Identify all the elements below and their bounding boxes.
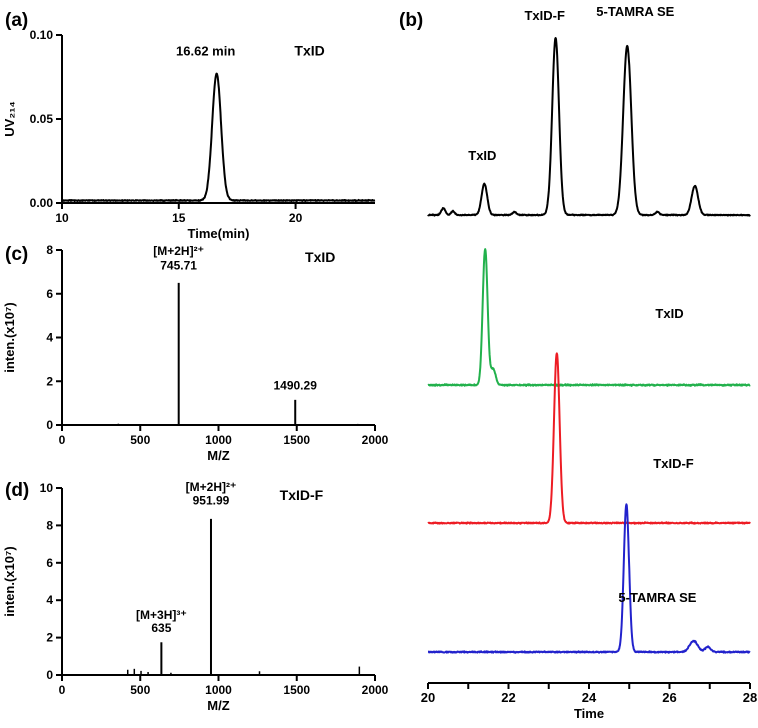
- svg-text:0: 0: [46, 418, 53, 432]
- svg-text:10: 10: [40, 481, 54, 495]
- panel-d-label: (d): [5, 480, 30, 501]
- panel-c-mass-spectrum: 0 2 4 6 8 inten.(x10⁷) 0 500 1000 1500 2000 M/Z [M+2…: [2, 243, 389, 463]
- svg-text:6: 6: [46, 287, 53, 301]
- panel-a-hplc-chromatogram: 0.00 0.05 0.10 UV₂₁₄ 10 15 20 Time(min) 16.62 mi…: [2, 28, 376, 241]
- svg-text:UV₂₁₄: UV₂₁₄: [2, 101, 17, 136]
- svg-text:2: 2: [46, 374, 53, 388]
- svg-text:TxID-F: TxID-F: [280, 487, 324, 503]
- svg-text:1500: 1500: [283, 683, 310, 697]
- svg-text:500: 500: [130, 683, 150, 697]
- svg-text:8: 8: [46, 243, 53, 257]
- svg-text:[M+3H]³⁺: [M+3H]³⁺: [136, 608, 187, 622]
- svg-text:28: 28: [743, 690, 757, 705]
- svg-text:0: 0: [46, 668, 53, 682]
- svg-text:951.99: 951.99: [193, 493, 230, 507]
- svg-text:745.71: 745.71: [160, 259, 197, 273]
- svg-text:TxID: TxID: [655, 306, 683, 321]
- svg-text:2000: 2000: [362, 683, 389, 697]
- svg-text:0: 0: [59, 683, 66, 697]
- svg-text:inten.(x10⁷): inten.(x10⁷): [2, 546, 17, 616]
- svg-text:2000: 2000: [362, 433, 389, 447]
- svg-text:M/Z: M/Z: [207, 698, 229, 713]
- svg-text:16.62 min: 16.62 min: [176, 44, 235, 59]
- svg-text:1490.29: 1490.29: [273, 379, 317, 393]
- svg-text:24: 24: [582, 690, 597, 705]
- svg-text:Time: Time: [574, 706, 604, 721]
- svg-text:1000: 1000: [205, 683, 232, 697]
- svg-text:8: 8: [46, 518, 53, 532]
- svg-text:TxID: TxID: [305, 249, 335, 265]
- svg-text:500: 500: [130, 433, 150, 447]
- svg-text:5-TAMRA SE: 5-TAMRA SE: [618, 590, 696, 605]
- svg-text:1000: 1000: [205, 433, 232, 447]
- svg-text:M/Z: M/Z: [207, 448, 229, 463]
- svg-text:inten.(x10⁷): inten.(x10⁷): [2, 302, 17, 372]
- svg-text:4: 4: [46, 331, 53, 345]
- svg-text:635: 635: [151, 621, 171, 635]
- svg-text:10: 10: [55, 211, 69, 225]
- svg-text:26: 26: [662, 690, 676, 705]
- svg-text:5-TAMRA SE: 5-TAMRA SE: [596, 4, 674, 19]
- svg-text:0: 0: [59, 433, 66, 447]
- svg-text:0.10: 0.10: [30, 28, 54, 42]
- svg-text:15: 15: [172, 211, 186, 225]
- svg-text:22: 22: [501, 690, 515, 705]
- panel-c-label: (c): [5, 244, 29, 265]
- panel-a-label: (a): [5, 10, 29, 31]
- panel-d-mass-spectrum: 0 2 4 6 8 10 inten.(x10⁷) 0 500 1000 1500 2000 M/Z [M…: [2, 480, 389, 713]
- svg-text:20: 20: [421, 690, 435, 705]
- svg-text:TxID-F: TxID-F: [524, 8, 565, 23]
- svg-text:0.00: 0.00: [30, 196, 54, 210]
- panel-b-label: (b): [399, 10, 424, 31]
- svg-text:[M+2H]²⁺: [M+2H]²⁺: [186, 480, 237, 494]
- svg-text:2: 2: [46, 631, 53, 645]
- svg-text:[M+2H]²⁺: [M+2H]²⁺: [153, 244, 204, 258]
- svg-text:1500: 1500: [283, 433, 310, 447]
- svg-text:Time(min): Time(min): [188, 226, 250, 241]
- svg-text:TxID-F: TxID-F: [653, 456, 694, 471]
- svg-text:TxID: TxID: [468, 148, 496, 163]
- panel-b-stacked-chromatograms: 20 22 24 26 28 Time TxID TxID-F 5-TAMRA SE TxID Tx…: [421, 4, 757, 721]
- svg-text:4: 4: [46, 593, 53, 607]
- svg-text:6: 6: [46, 556, 53, 570]
- svg-text:20: 20: [289, 211, 303, 225]
- svg-text:TxID: TxID: [294, 43, 324, 59]
- svg-text:0.05: 0.05: [30, 112, 54, 126]
